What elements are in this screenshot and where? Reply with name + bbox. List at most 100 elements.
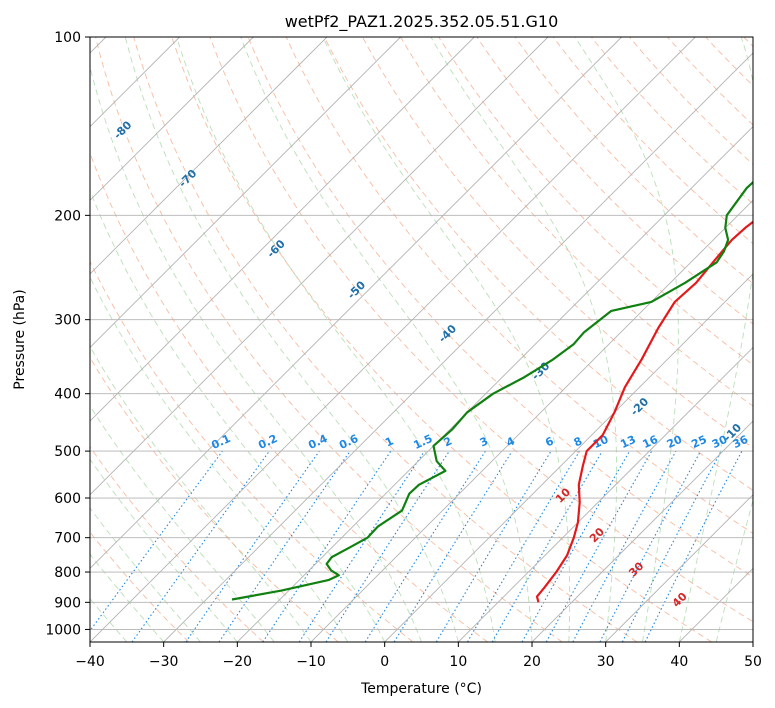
isotherm-line xyxy=(90,37,696,642)
y-axis-ticks: 100 200 300 400 500 600 700 800 900 1000 xyxy=(45,30,90,638)
mixing-ratio-line xyxy=(218,450,351,642)
mixing-ratio-line xyxy=(599,450,702,642)
isotherm-line xyxy=(679,567,753,642)
x-tick-label: −10 xyxy=(296,654,326,670)
mixing-ratio-line xyxy=(364,450,486,642)
mixing-ratio-label: 20 xyxy=(665,433,685,451)
mixing-ratio-line xyxy=(262,450,392,642)
x-tick-label: 30 xyxy=(597,654,615,670)
mixing-ratio-label: 0.2 xyxy=(256,432,279,452)
mixing-ratio-label: 1 xyxy=(383,434,395,449)
x-tick-label: 10 xyxy=(449,654,467,670)
moist-adiabat xyxy=(90,345,312,642)
dry-adiabat xyxy=(247,37,753,578)
isotherm-line xyxy=(384,273,753,642)
dry-adiabat xyxy=(667,37,753,126)
y-tick-label: 600 xyxy=(54,491,81,507)
mixing-ratio-label: 36 xyxy=(731,433,751,451)
mixing-ratio-line xyxy=(393,450,513,642)
isotherm-line xyxy=(90,37,622,570)
isotherm-line xyxy=(90,37,549,496)
isotherm-line xyxy=(237,125,753,642)
isobars xyxy=(90,37,753,630)
moist-adiabat-label: 20 xyxy=(587,525,607,545)
moist-adiabat-label: 10 xyxy=(553,485,573,505)
mixing-ratio-label: 8 xyxy=(572,434,584,449)
dry-adiabat xyxy=(133,37,638,642)
isotherm-line xyxy=(310,199,753,642)
isotherm-line xyxy=(531,420,753,642)
dry-adiabat-label: -20 xyxy=(628,395,651,418)
moist-adiabat xyxy=(90,458,238,642)
mixing-ratio-label: 16 xyxy=(641,433,661,451)
x-tick-label: 50 xyxy=(744,654,762,670)
dry-adiabat-label: -100 xyxy=(7,45,36,74)
y-tick-label: 1000 xyxy=(45,622,81,638)
x-tick-label: −40 xyxy=(75,654,105,670)
y-axis-label: Pressure (hPa) xyxy=(12,289,28,389)
moist-adiabat xyxy=(574,37,679,642)
x-tick-label: −20 xyxy=(223,654,253,670)
isotherm-line xyxy=(163,52,753,642)
mixing-ratio-label: 13 xyxy=(618,433,637,451)
dry-adiabat xyxy=(552,37,753,245)
plot-frame xyxy=(89,36,754,643)
moist-adiabat xyxy=(90,507,201,642)
y-tick-label: 100 xyxy=(54,30,81,46)
dry-adiabat xyxy=(400,37,753,407)
mixing-ratio-label: 10 xyxy=(591,433,611,451)
dry-adiabat-label: -40 xyxy=(436,322,459,345)
moist-adiabat xyxy=(240,37,533,642)
moist-adiabat-label: 40 xyxy=(670,590,690,610)
isotherm-line xyxy=(458,346,753,642)
mixing-ratio-line xyxy=(572,450,677,642)
dry-adiabat xyxy=(476,37,753,325)
mixing-ratio-line xyxy=(131,450,270,642)
isotherm-line xyxy=(90,37,401,349)
moist-adiabat xyxy=(678,37,753,642)
dry-adiabat xyxy=(743,37,753,48)
x-tick-label: −30 xyxy=(149,654,179,670)
dry-adiabat-label: -80 xyxy=(111,118,134,141)
dry-adiabat xyxy=(629,37,753,165)
dry-adiabat xyxy=(590,37,753,205)
y-tick-label: 800 xyxy=(54,565,81,581)
x-tick-label: 0 xyxy=(380,654,389,670)
isotherm-line xyxy=(90,37,475,422)
dry-adiabat xyxy=(209,37,753,623)
moist-adiabat xyxy=(715,498,753,642)
mixing-ratio-label: 30 xyxy=(710,433,730,451)
dry-adiabat xyxy=(90,445,264,642)
x-tick-label: 40 xyxy=(670,654,688,670)
mixing-ratio-line xyxy=(185,450,320,642)
plot-area: -100-90-80-70-60-50-40-30-20-10010203040… xyxy=(7,37,753,642)
x-axis-label: Temperature (°C) xyxy=(360,681,482,697)
mixing-ratio-line xyxy=(435,450,552,642)
moist-adiabat xyxy=(322,37,571,642)
dry-adiabat xyxy=(95,37,563,642)
y-tick-label: 300 xyxy=(54,313,81,329)
moist-adiabat xyxy=(90,553,165,642)
moist-adiabat xyxy=(90,64,422,642)
dry-adiabat xyxy=(323,37,753,491)
mixing-ratio-label: 1.5 xyxy=(411,432,434,452)
sounding-series xyxy=(231,180,753,603)
moist-adiabat xyxy=(90,276,349,642)
mixing-ratio-label: 0.4 xyxy=(306,432,329,452)
series-line-red xyxy=(535,220,753,603)
dry-adiabat xyxy=(90,531,190,642)
y-tick-label: 500 xyxy=(54,444,81,460)
mixing-ratio-line xyxy=(491,450,603,642)
mixing-ratio-label: 25 xyxy=(689,433,708,451)
isotherm-line xyxy=(90,37,328,275)
y-tick-label: 700 xyxy=(54,531,81,547)
mixing-ratio-line xyxy=(467,450,580,642)
dry-adiabat-label: -90 xyxy=(54,70,77,93)
isotherm-line xyxy=(90,37,254,201)
moist-adiabat xyxy=(90,189,386,642)
dry-adiabat xyxy=(90,260,414,642)
x-tick-label: 20 xyxy=(523,654,541,670)
dry-adiabat-label: -60 xyxy=(264,237,287,260)
moist-adiabat xyxy=(124,37,459,642)
